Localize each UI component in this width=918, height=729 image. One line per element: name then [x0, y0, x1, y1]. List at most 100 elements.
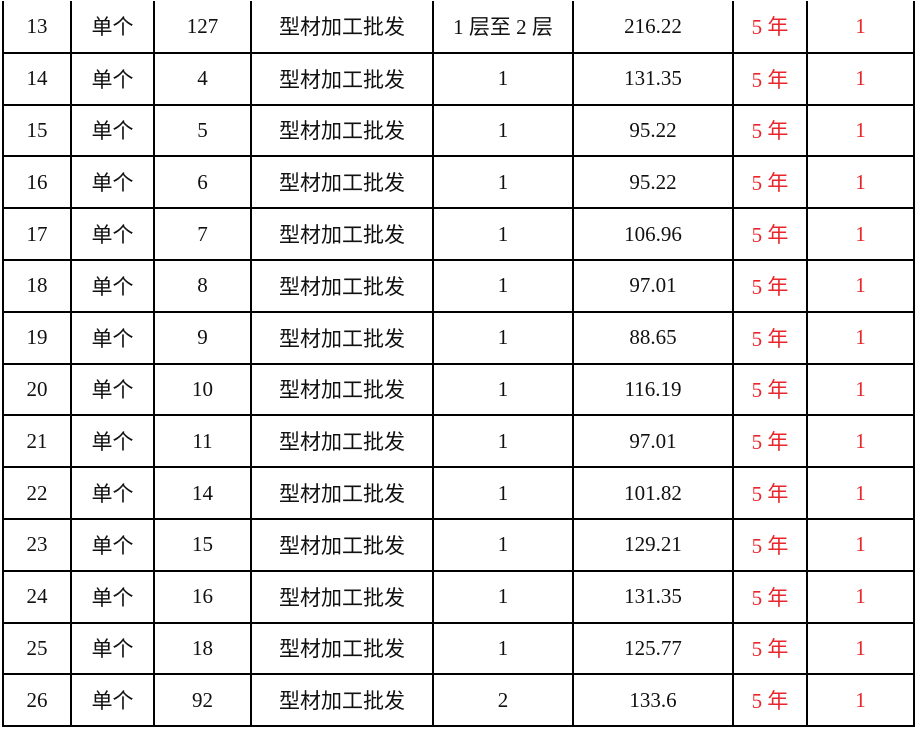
lease-term-cell: 5 年: [732, 310, 808, 365]
quantity-cell: 1: [806, 517, 915, 572]
unit-number-cell: 8: [153, 258, 252, 313]
area-cell: 101.82: [572, 466, 734, 520]
area-cell: 95.22: [572, 103, 734, 158]
business-type-cell: 型材加工批发: [250, 362, 434, 417]
unit-type-cell: 单个: [70, 258, 155, 313]
business-type-cell: 型材加工批发: [250, 258, 434, 313]
business-type-cell: 型材加工批发: [250, 569, 434, 624]
floor-cell: 2: [432, 673, 574, 728]
row-number-cell: 14: [2, 51, 72, 106]
business-type-cell: 型材加工批发: [250, 155, 434, 210]
quantity-cell: 1: [806, 414, 915, 469]
lease-term-cell: 5 年: [732, 207, 808, 261]
lease-term-cell: 5 年: [732, 414, 808, 469]
unit-number-cell: 9: [153, 310, 252, 365]
business-type-cell: 型材加工批发: [250, 51, 434, 106]
lease-term-cell: 5 年: [732, 103, 808, 158]
row-number-cell: 15: [2, 103, 72, 158]
quantity-cell: 1: [806, 621, 915, 676]
floor-cell: 1: [432, 103, 574, 158]
area-cell: 88.65: [572, 310, 734, 365]
area-cell: 129.21: [572, 517, 734, 572]
lease-term-cell: 5 年: [732, 155, 808, 210]
lease-term-cell: 5 年: [732, 621, 808, 676]
quantity-cell: 1: [806, 673, 915, 728]
area-cell: 131.35: [572, 51, 734, 106]
quantity-cell: 1: [806, 51, 915, 106]
business-type-cell: 型材加工批发: [250, 414, 434, 469]
floor-cell: 1: [432, 155, 574, 210]
row-number-cell: 13: [2, 1, 72, 54]
business-type-cell: 型材加工批发: [250, 466, 434, 520]
unit-type-cell: 单个: [70, 517, 155, 572]
quantity-cell: 1: [806, 1, 915, 54]
area-cell: 106.96: [572, 207, 734, 261]
unit-type-cell: 单个: [70, 51, 155, 106]
unit-type-cell: 单个: [70, 466, 155, 520]
unit-number-cell: 92: [153, 673, 252, 728]
unit-type-cell: 单个: [70, 1, 155, 54]
unit-type-cell: 单个: [70, 103, 155, 158]
quantity-cell: 1: [806, 207, 915, 261]
row-number-cell: 16: [2, 155, 72, 210]
floor-cell: 1: [432, 207, 574, 261]
unit-type-cell: 单个: [70, 673, 155, 728]
unit-type-cell: 单个: [70, 414, 155, 469]
area-cell: 216.22: [572, 1, 734, 54]
unit-number-cell: 5: [153, 103, 252, 158]
unit-number-cell: 14: [153, 466, 252, 520]
quantity-cell: 1: [806, 466, 915, 520]
unit-type-cell: 单个: [70, 207, 155, 261]
row-number-cell: 17: [2, 207, 72, 261]
floor-cell: 1: [432, 517, 574, 572]
quantity-cell: 1: [806, 569, 915, 624]
floor-cell: 1 层至 2 层: [432, 1, 574, 54]
area-cell: 125.77: [572, 621, 734, 676]
row-number-cell: 26: [2, 673, 72, 728]
lease-term-cell: 5 年: [732, 569, 808, 624]
area-cell: 97.01: [572, 258, 734, 313]
unit-type-cell: 单个: [70, 569, 155, 624]
business-type-cell: 型材加工批发: [250, 207, 434, 261]
quantity-cell: 1: [806, 258, 915, 313]
business-type-cell: 型材加工批发: [250, 673, 434, 728]
floor-cell: 1: [432, 258, 574, 313]
row-number-cell: 20: [2, 362, 72, 417]
row-number-cell: 23: [2, 517, 72, 572]
quantity-cell: 1: [806, 155, 915, 210]
lease-term-cell: 5 年: [732, 1, 808, 54]
floor-cell: 1: [432, 466, 574, 520]
lease-term-cell: 5 年: [732, 517, 808, 572]
unit-number-cell: 6: [153, 155, 252, 210]
floor-cell: 1: [432, 51, 574, 106]
unit-type-cell: 单个: [70, 310, 155, 365]
unit-type-cell: 单个: [70, 155, 155, 210]
row-number-cell: 18: [2, 258, 72, 313]
quantity-cell: 1: [806, 310, 915, 365]
unit-number-cell: 4: [153, 51, 252, 106]
floor-cell: 1: [432, 362, 574, 417]
unit-number-cell: 7: [153, 207, 252, 261]
lease-term-cell: 5 年: [732, 466, 808, 520]
business-type-cell: 型材加工批发: [250, 103, 434, 158]
unit-number-cell: 10: [153, 362, 252, 417]
row-number-cell: 25: [2, 621, 72, 676]
unit-number-cell: 15: [153, 517, 252, 572]
floor-cell: 1: [432, 569, 574, 624]
floor-cell: 1: [432, 310, 574, 365]
unit-number-cell: 127: [153, 1, 252, 54]
unit-type-cell: 单个: [70, 621, 155, 676]
